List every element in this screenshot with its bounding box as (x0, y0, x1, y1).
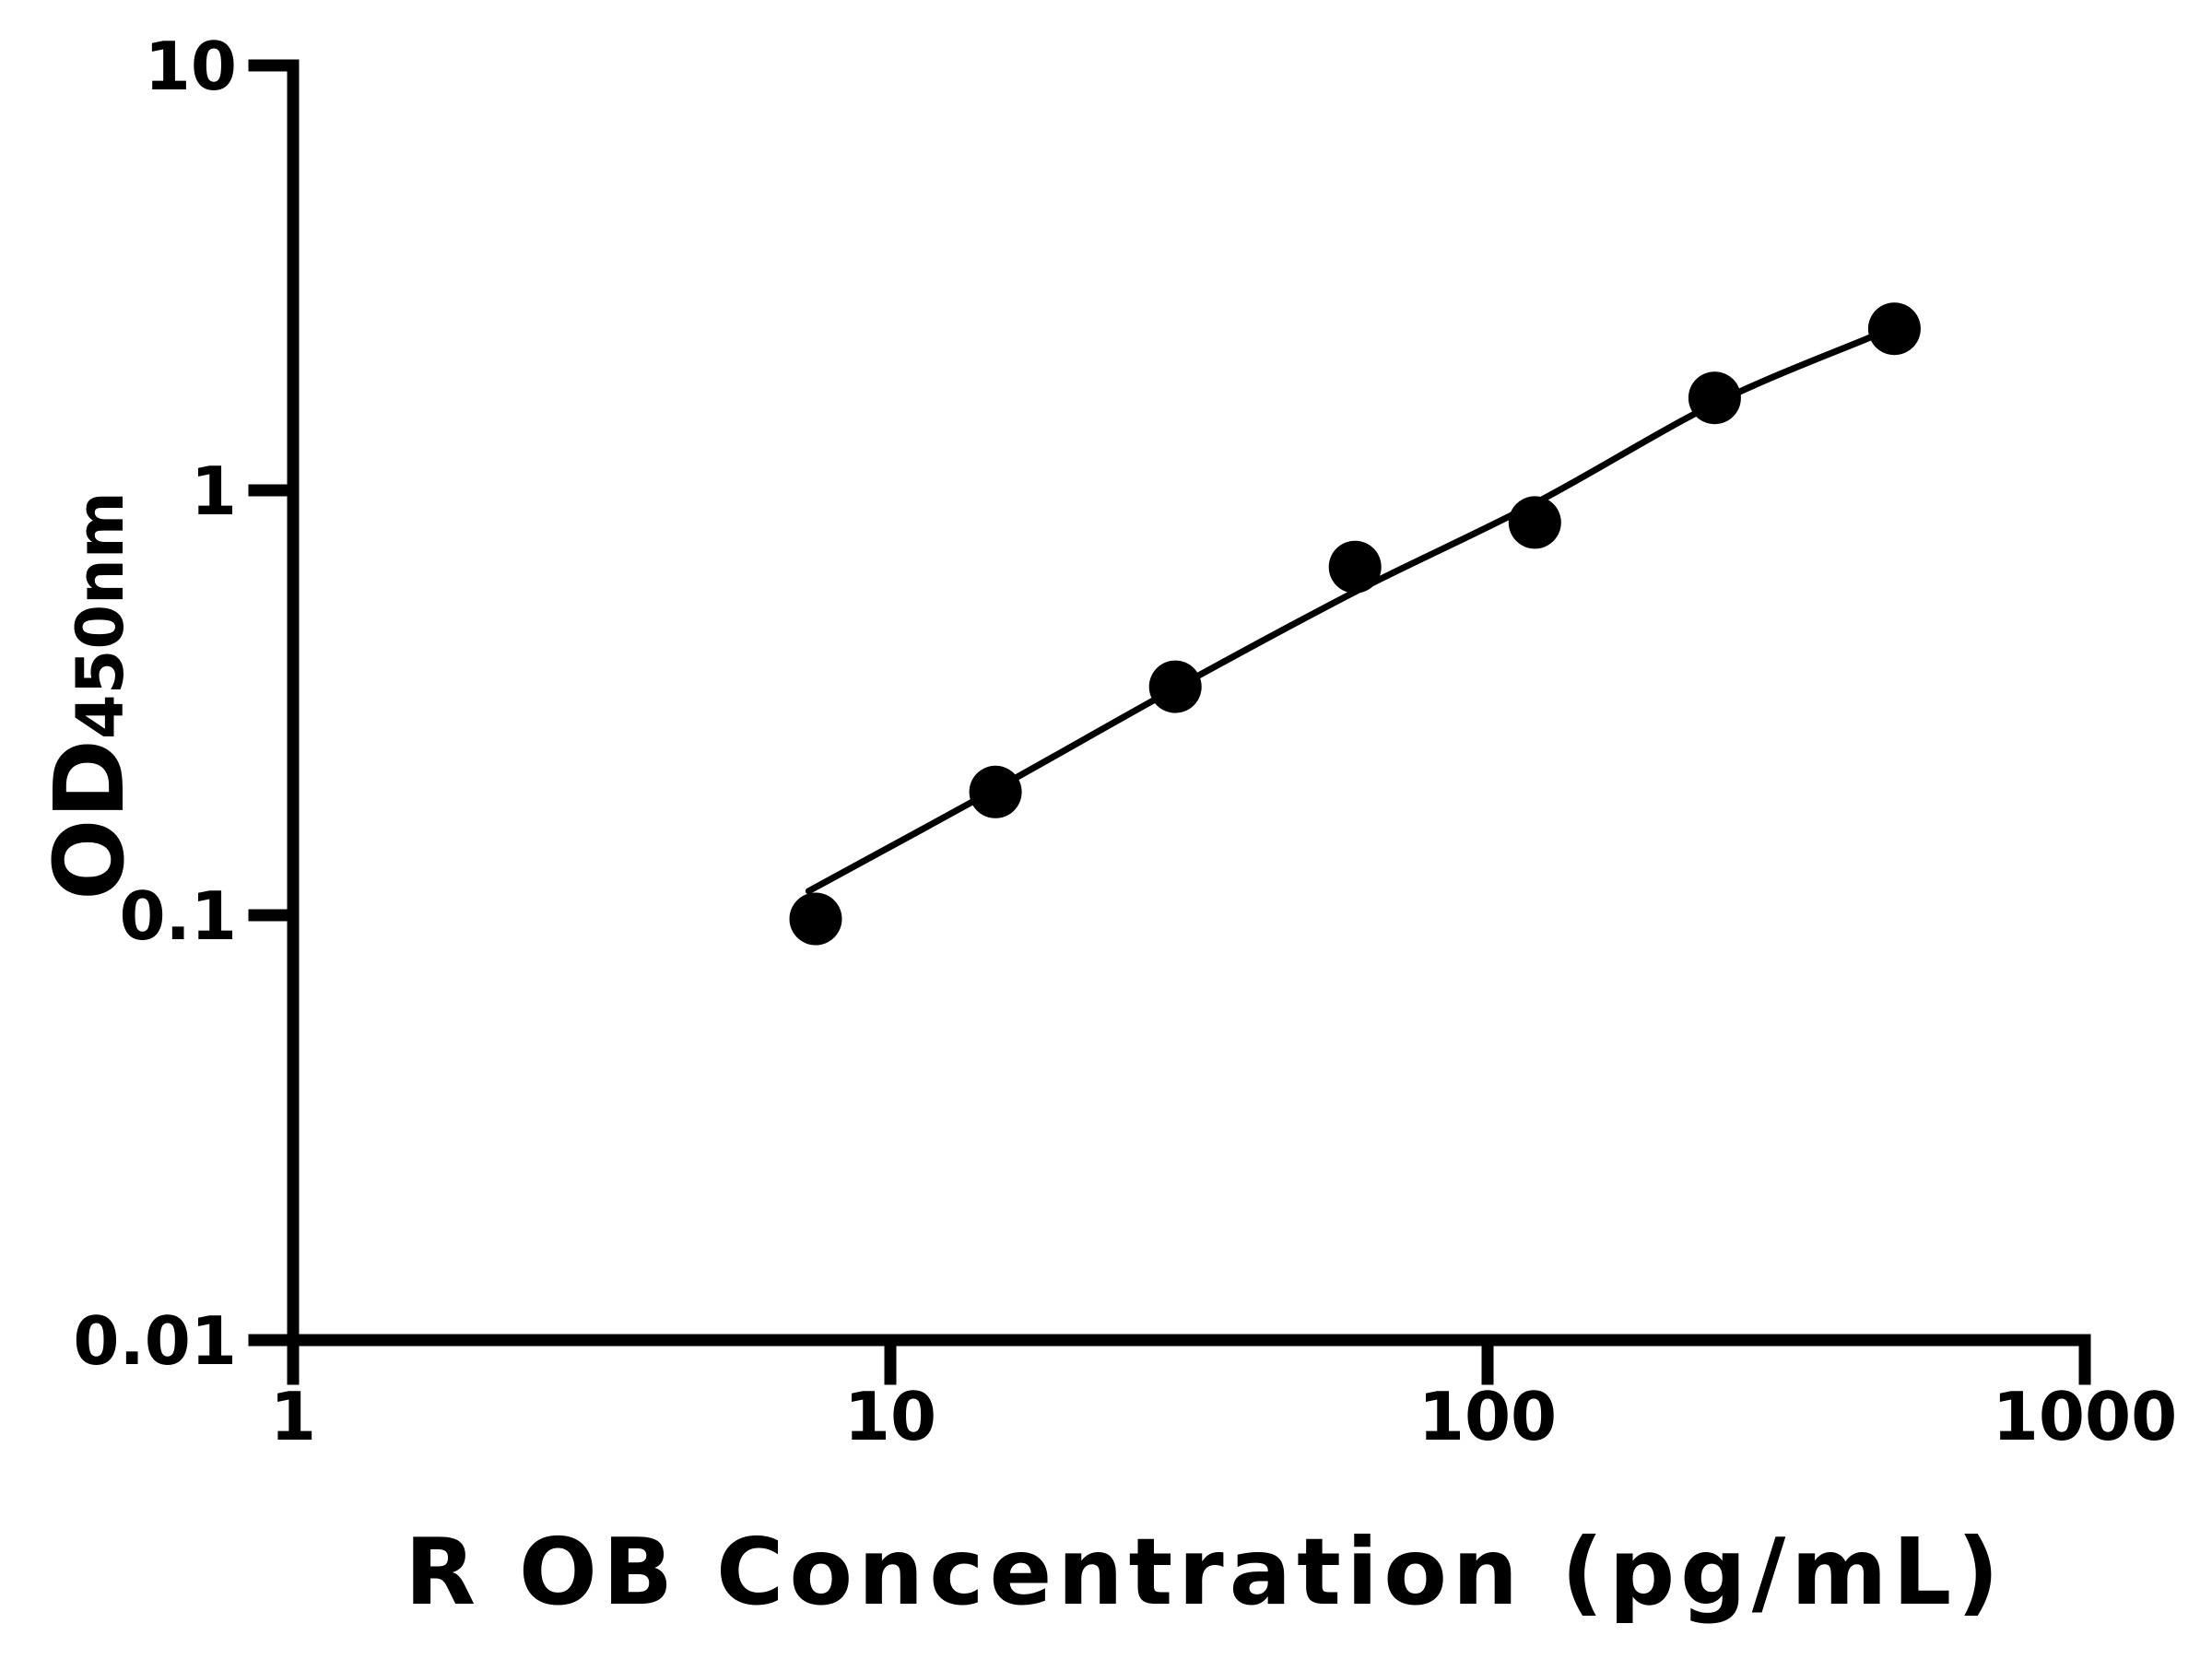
data-point (1148, 660, 1202, 713)
data-point (969, 765, 1022, 818)
tick-labels: 1 10 100 1000 10 1 0.1 0.01 (73, 28, 2177, 1455)
y-axis-title-subscript: 450nm (63, 491, 138, 739)
y-axis-title: OD450nm (33, 491, 146, 900)
data-point (1328, 540, 1382, 594)
data-point (1867, 302, 1921, 356)
y-axis-title-main: OD (33, 739, 146, 900)
axis-ticks (248, 59, 2091, 1385)
y-tick-label: 0.01 (73, 1302, 237, 1380)
y-tick-label: 10 (145, 28, 237, 105)
x-axis-title: R OB Concentration (pg/mL) (405, 1518, 2005, 1626)
data-point (1508, 496, 1561, 549)
y-tick-label: 0.1 (119, 877, 237, 955)
x-tick-label: 10 (844, 1378, 936, 1455)
x-tick-label: 1 (270, 1378, 316, 1455)
x-tick-label: 1000 (1993, 1378, 2177, 1455)
y-tick-label: 1 (191, 453, 237, 530)
data-point (789, 892, 842, 946)
x-tick-label: 100 (1418, 1378, 1557, 1455)
axis-lines (287, 59, 2091, 1347)
data-point-group (789, 302, 1921, 946)
data-point (1688, 371, 1741, 425)
